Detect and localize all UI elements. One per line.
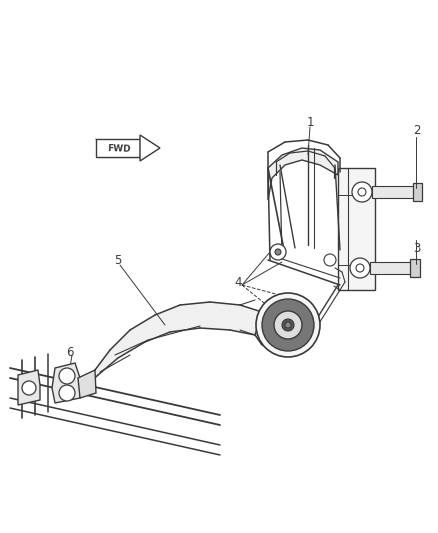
Circle shape (324, 254, 336, 266)
Circle shape (256, 293, 320, 357)
Circle shape (350, 258, 370, 278)
Polygon shape (255, 298, 316, 350)
Circle shape (262, 299, 314, 351)
Circle shape (358, 188, 366, 196)
Text: 4: 4 (234, 276, 242, 288)
Text: 5: 5 (114, 254, 122, 266)
Circle shape (274, 311, 302, 339)
Circle shape (22, 381, 36, 395)
Text: 3: 3 (413, 241, 420, 254)
Polygon shape (96, 139, 140, 157)
Circle shape (59, 368, 75, 384)
Polygon shape (268, 148, 338, 200)
Polygon shape (338, 168, 375, 290)
Polygon shape (78, 370, 96, 398)
Polygon shape (372, 186, 415, 198)
Circle shape (270, 244, 286, 260)
Circle shape (356, 264, 364, 272)
Polygon shape (413, 183, 422, 201)
Text: 6: 6 (66, 345, 74, 359)
Polygon shape (410, 259, 420, 277)
Polygon shape (52, 363, 80, 403)
Text: 1: 1 (306, 116, 314, 128)
Circle shape (352, 182, 372, 202)
Circle shape (285, 322, 291, 328)
Circle shape (59, 385, 75, 401)
Circle shape (282, 319, 294, 331)
Polygon shape (18, 370, 40, 405)
Polygon shape (82, 302, 262, 390)
Text: 2: 2 (413, 124, 421, 136)
Polygon shape (370, 262, 412, 274)
Text: FWD: FWD (107, 144, 131, 154)
Circle shape (275, 249, 281, 255)
Polygon shape (140, 135, 160, 161)
